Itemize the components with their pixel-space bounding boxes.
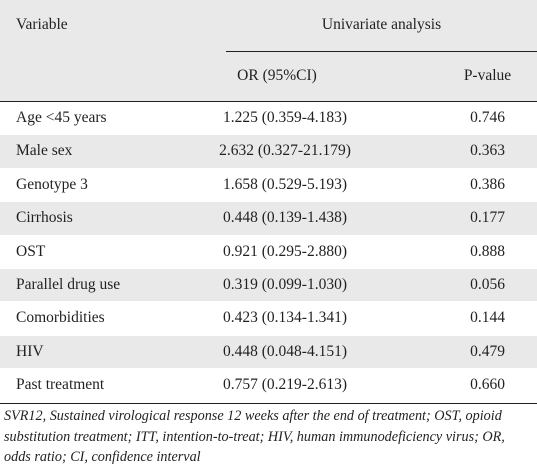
cell-p-value: 0.363 [470,142,505,160]
cell-variable: Cirrhosis [16,209,73,227]
cell-or-ci: 1.658 (0.529-5.193) [223,175,347,193]
table-footnote: SVR12, Sustained virological response 12… [4,408,505,465]
cell-or-ci: 1.225 (0.359-4.183) [223,109,347,126]
cell-variable: Genotype 3 [16,175,88,193]
cell-variable: OST [16,242,46,260]
cell-variable: Parallel drug use [16,275,121,293]
table-body: Age <45 years 1.225 (0.359-4.183) 0.746 … [0,102,537,403]
cell-or-ci: 0.319 (0.099-1.030) [223,275,347,293]
cell-p-value: 0.479 [470,342,505,360]
table-row: Past treatment 0.757 (0.219-2.613) 0.660 [0,369,537,403]
cell-variable: Comorbidities [16,309,105,327]
cell-or-ci: 0.921 (0.295-2.880) [223,242,347,260]
table-row: Parallel drug use 0.319 (0.099-1.030) 0.… [0,268,537,303]
cell-or-ci: 0.757 (0.219-2.613) [223,376,347,394]
header-univariate-analysis: Univariate analysis [321,16,442,33]
table-row: Comorbidities 0.423 (0.134-1.341) 0.144 [0,302,537,336]
table-row: HIV 0.448 (0.048-4.151) 0.479 [0,335,537,370]
cell-or-ci: 0.448 (0.139-1.438) [223,209,347,227]
cell-p-value: 0.056 [470,275,505,293]
cell-p-value: 0.660 [470,376,505,394]
cell-p-value: 0.888 [470,242,505,260]
cell-p-value: 0.177 [470,209,505,227]
table-row: Male sex 2.632 (0.327-21.179) 0.363 [0,135,537,169]
header-p-value: P-value [463,67,512,84]
header-divider [226,51,537,52]
table-row: OST 0.921 (0.295-2.880) 0.888 [0,235,537,269]
cell-or-ci: 0.448 (0.048-4.151) [223,342,347,360]
table-bottom-rule [0,403,537,404]
cell-or-ci: 2.632 (0.327-21.179) [219,142,351,160]
cell-p-value: 0.386 [470,175,505,193]
header-or-ci: OR (95%CI) [237,67,317,84]
cell-p-value: 0.144 [470,309,505,327]
cell-variable: Male sex [16,142,73,160]
cell-variable: Past treatment [16,376,105,394]
table-row: Age <45 years 1.225 (0.359-4.183) 0.746 [0,102,537,136]
table-row: Cirrhosis 0.448 (0.139-1.438) 0.177 [0,202,537,236]
cell-or-ci: 0.423 (0.134-1.341) [223,309,347,327]
table-row: Genotype 3 1.658 (0.529-5.193) 0.386 [0,168,537,203]
table-header: Variable Univariate analysis OR (95%CI) … [0,0,537,101]
cell-variable: HIV [16,342,44,360]
table-top-rule [0,101,537,102]
cell-variable: Age <45 years [16,109,107,126]
header-variable: Variable [16,16,68,33]
cell-p-value: 0.746 [470,109,505,126]
